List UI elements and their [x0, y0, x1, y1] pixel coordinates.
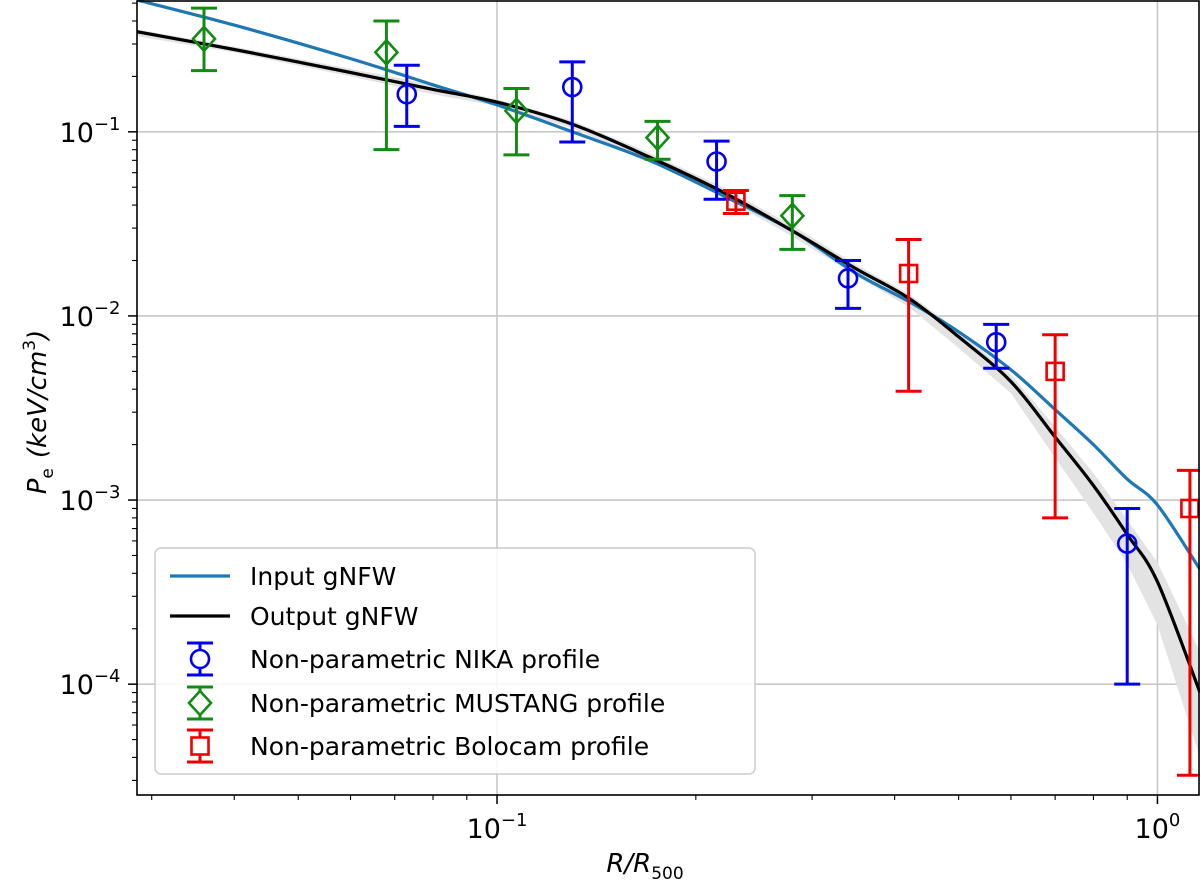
- nika-marker: [706, 151, 727, 172]
- nika-marker: [1116, 533, 1138, 554]
- bolocam-marker: [726, 191, 746, 211]
- mustang-marker: [503, 96, 530, 125]
- y-tick-label: 10−4: [60, 666, 121, 701]
- legend-key-bolocam: [187, 728, 213, 764]
- data-points: [191, 6, 1200, 777]
- mustang-point: [779, 194, 806, 251]
- y-tick-label: 10−1: [60, 114, 121, 149]
- nika-marker: [985, 331, 1007, 353]
- bolocam-point: [1042, 333, 1069, 520]
- bolocam-marker: [1045, 361, 1065, 382]
- y-tick-label: 10−2: [60, 298, 121, 333]
- x-tick-label: 10−1: [467, 810, 528, 845]
- mustang-point: [373, 19, 400, 152]
- nika-marker: [561, 76, 583, 98]
- legend-entry-output-gnfw: Output gNFW: [250, 602, 418, 631]
- y-tick-label-exp: −4: [94, 666, 121, 687]
- legend-entry-bolocam: Non-parametric Bolocam profile: [250, 732, 649, 761]
- y-tick-label-base: 10: [60, 118, 94, 149]
- y-tick-label-exp: −3: [94, 482, 121, 503]
- bolocam-point: [895, 238, 922, 393]
- mustang-marker: [373, 38, 400, 67]
- legend-key-marker: [187, 689, 213, 717]
- mustang-marker: [191, 24, 217, 53]
- nika-point: [835, 259, 862, 310]
- nika-point: [559, 60, 586, 144]
- mustang-marker: [644, 123, 671, 152]
- legend-key-nika: [187, 641, 213, 677]
- y-tick-label-base: 10: [60, 302, 94, 333]
- bolocam-point: [722, 189, 749, 216]
- x-axis-label: R/R500: [606, 849, 683, 883]
- x-tick-label-exp: −1: [501, 810, 528, 831]
- axis-ticks: [128, 2, 1159, 804]
- nika-point: [703, 139, 730, 201]
- y-tick-label: 10−3: [60, 482, 121, 517]
- nika-point: [1114, 506, 1141, 686]
- legend-key-marker: [190, 736, 210, 756]
- legend: Input gNFW Output gNFW Non-parametric NI…: [154, 547, 756, 775]
- y-tick-label-base: 10: [60, 670, 94, 701]
- y-tick-label-base: 10: [60, 486, 94, 517]
- legend-entry-nika: Non-parametric NIKA profile: [250, 645, 600, 674]
- legend-box: [154, 547, 756, 775]
- mustang-point: [191, 6, 218, 73]
- y-tick-label-exp: −2: [94, 298, 121, 319]
- bolocam-marker: [898, 263, 919, 284]
- y-tick-label-exp: −1: [94, 114, 121, 135]
- plot-frame: [136, 0, 1200, 796]
- nika-point: [393, 63, 420, 128]
- bolocam-point: [1176, 468, 1200, 777]
- legend-entry-input-gnfw: Input gNFW: [250, 562, 396, 591]
- nika-marker: [837, 268, 859, 289]
- mustang-point: [503, 86, 530, 157]
- nika-point: [983, 322, 1010, 370]
- mustang-point: [644, 119, 671, 161]
- x-tick-label-base: 10: [467, 814, 501, 845]
- legend-entry-mustang: Non-parametric MUSTANG profile: [250, 689, 665, 718]
- legend-key-marker: [189, 648, 211, 670]
- x-tick-label: 100: [1135, 810, 1181, 845]
- x-tick-label-base: 10: [1135, 814, 1169, 845]
- mustang-marker: [779, 201, 806, 230]
- legend-key-mustang: [187, 685, 213, 721]
- nika-marker: [396, 83, 418, 105]
- x-tick-label-exp: 0: [1169, 810, 1180, 831]
- y-axis-label: Pe(keV/cm3): [20, 330, 58, 495]
